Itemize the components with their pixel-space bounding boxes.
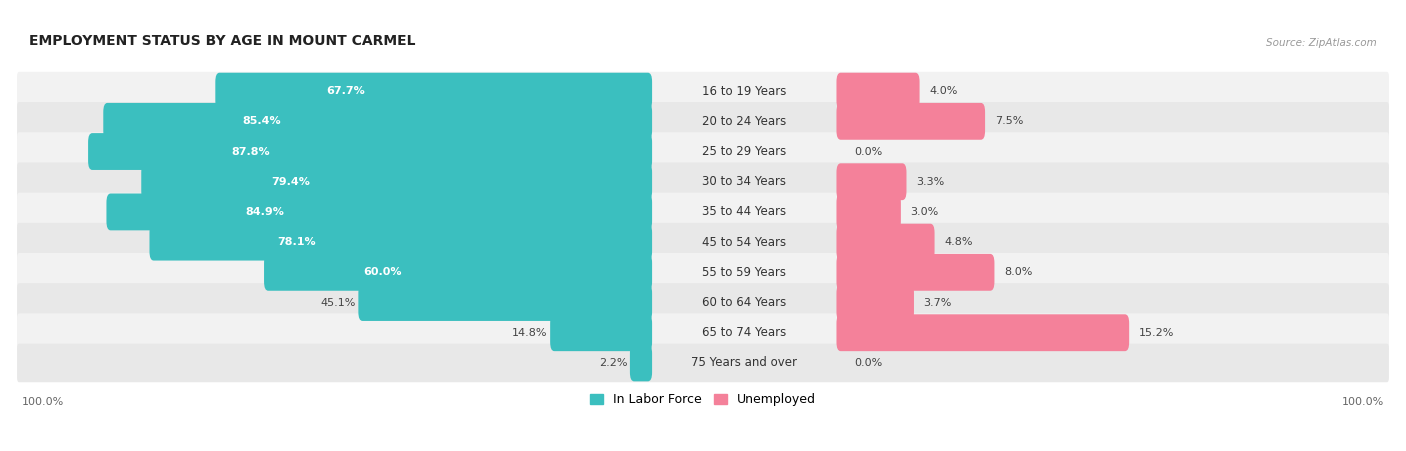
Text: EMPLOYMENT STATUS BY AGE IN MOUNT CARMEL: EMPLOYMENT STATUS BY AGE IN MOUNT CARMEL <box>28 34 415 48</box>
FancyBboxPatch shape <box>17 162 1389 201</box>
FancyBboxPatch shape <box>17 193 1389 231</box>
FancyBboxPatch shape <box>17 132 1389 171</box>
Text: 55 to 59 Years: 55 to 59 Years <box>702 266 786 279</box>
Text: 45.1%: 45.1% <box>321 298 356 308</box>
FancyBboxPatch shape <box>17 313 1389 352</box>
FancyBboxPatch shape <box>17 283 1389 322</box>
Text: 78.1%: 78.1% <box>277 237 316 247</box>
FancyBboxPatch shape <box>837 103 986 140</box>
Text: 3.7%: 3.7% <box>924 298 952 308</box>
Text: 0.0%: 0.0% <box>855 358 883 368</box>
Text: 60 to 64 Years: 60 to 64 Years <box>702 296 786 309</box>
FancyBboxPatch shape <box>17 102 1389 141</box>
FancyBboxPatch shape <box>215 73 652 110</box>
Text: 2.2%: 2.2% <box>599 358 627 368</box>
FancyBboxPatch shape <box>107 193 652 230</box>
Text: 45 to 54 Years: 45 to 54 Years <box>702 235 786 249</box>
FancyBboxPatch shape <box>89 133 652 170</box>
Text: 67.7%: 67.7% <box>326 86 366 96</box>
FancyBboxPatch shape <box>359 284 652 321</box>
Text: 75 Years and over: 75 Years and over <box>692 356 797 369</box>
Text: 14.8%: 14.8% <box>512 328 547 338</box>
Text: 20 to 24 Years: 20 to 24 Years <box>702 115 786 128</box>
Text: 65 to 74 Years: 65 to 74 Years <box>702 326 786 339</box>
Text: 16 to 19 Years: 16 to 19 Years <box>702 85 786 97</box>
FancyBboxPatch shape <box>837 163 907 200</box>
FancyBboxPatch shape <box>837 224 935 261</box>
Text: 85.4%: 85.4% <box>243 116 281 126</box>
Legend: In Labor Force, Unemployed: In Labor Force, Unemployed <box>586 389 820 410</box>
FancyBboxPatch shape <box>837 284 914 321</box>
Text: 25 to 29 Years: 25 to 29 Years <box>702 145 786 158</box>
Text: 3.0%: 3.0% <box>911 207 939 217</box>
FancyBboxPatch shape <box>550 314 652 351</box>
Text: 100.0%: 100.0% <box>1341 397 1384 407</box>
Text: Source: ZipAtlas.com: Source: ZipAtlas.com <box>1267 38 1378 48</box>
FancyBboxPatch shape <box>837 314 1129 351</box>
FancyBboxPatch shape <box>837 254 994 291</box>
FancyBboxPatch shape <box>17 344 1389 382</box>
FancyBboxPatch shape <box>837 73 920 110</box>
Text: 3.3%: 3.3% <box>917 177 945 187</box>
FancyBboxPatch shape <box>17 253 1389 292</box>
Text: 30 to 34 Years: 30 to 34 Years <box>702 175 786 188</box>
FancyBboxPatch shape <box>17 223 1389 262</box>
FancyBboxPatch shape <box>149 224 652 261</box>
Text: 4.8%: 4.8% <box>945 237 973 247</box>
Text: 0.0%: 0.0% <box>855 147 883 156</box>
Text: 79.4%: 79.4% <box>271 177 309 187</box>
FancyBboxPatch shape <box>141 163 652 200</box>
FancyBboxPatch shape <box>837 193 901 230</box>
Text: 15.2%: 15.2% <box>1139 328 1174 338</box>
Text: 84.9%: 84.9% <box>245 207 284 217</box>
Text: 35 to 44 Years: 35 to 44 Years <box>702 205 786 218</box>
FancyBboxPatch shape <box>630 345 652 382</box>
Text: 100.0%: 100.0% <box>22 397 65 407</box>
Text: 60.0%: 60.0% <box>363 267 402 277</box>
Text: 4.0%: 4.0% <box>929 86 957 96</box>
FancyBboxPatch shape <box>103 103 652 140</box>
Text: 87.8%: 87.8% <box>231 147 270 156</box>
Text: 8.0%: 8.0% <box>1004 267 1032 277</box>
Text: 7.5%: 7.5% <box>994 116 1024 126</box>
FancyBboxPatch shape <box>264 254 652 291</box>
FancyBboxPatch shape <box>17 72 1389 110</box>
